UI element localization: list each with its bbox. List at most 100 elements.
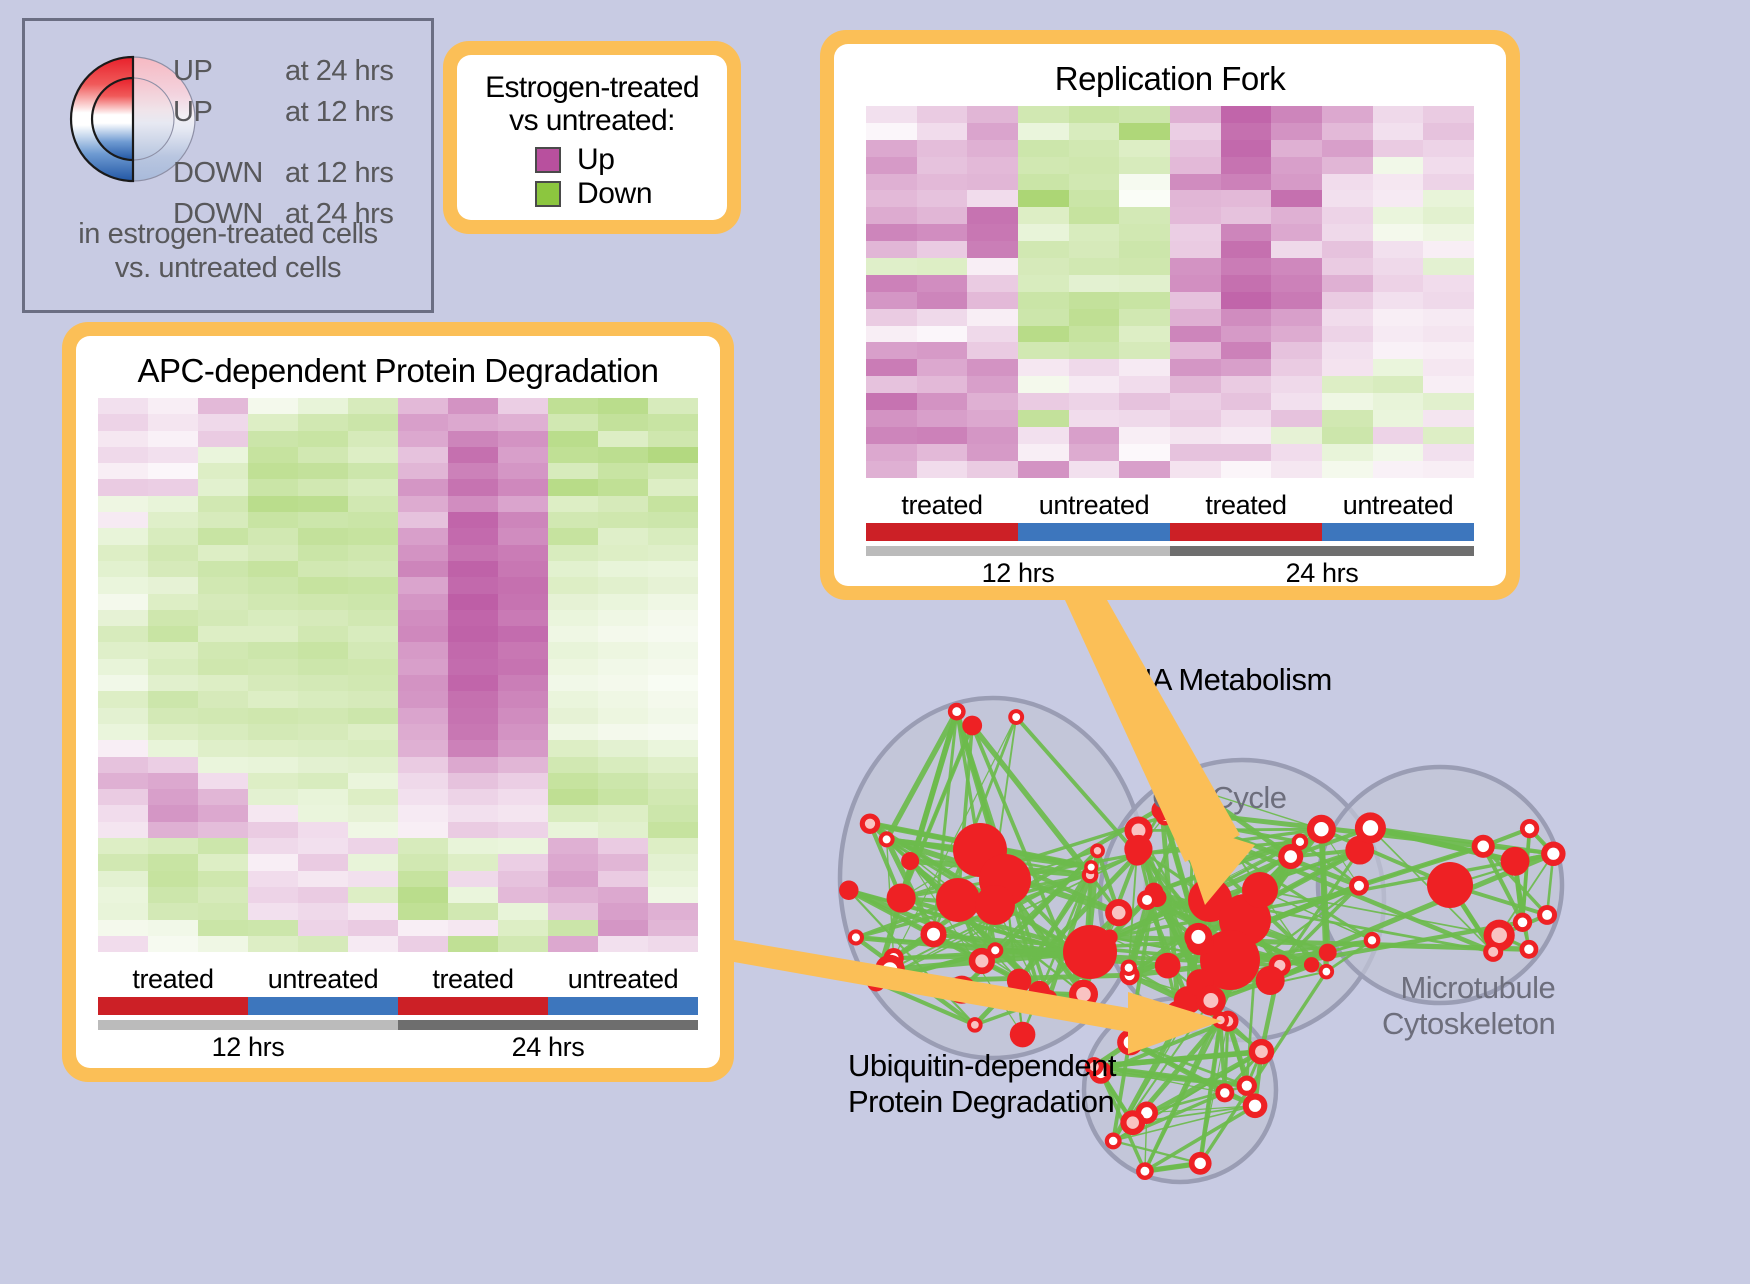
network-node[interactable]: [1427, 862, 1473, 908]
heatmap-cell: [1322, 241, 1373, 258]
heatmap-cell: [967, 224, 1018, 241]
network-node[interactable]: [1472, 835, 1495, 858]
network-node[interactable]: [1120, 1110, 1145, 1135]
network-node[interactable]: [975, 885, 1015, 925]
network-node[interactable]: [1292, 834, 1309, 851]
network-node[interactable]: [1069, 980, 1098, 1009]
network-node[interactable]: [1212, 1012, 1229, 1029]
network-node[interactable]: [1010, 1022, 1036, 1048]
heatmap-cell: [648, 659, 698, 675]
network-node[interactable]: [969, 948, 995, 974]
network-node[interactable]: [1040, 990, 1057, 1007]
heatmap-cell: [598, 757, 648, 773]
network-node[interactable]: [887, 884, 916, 913]
heatmap-cell: [1423, 106, 1474, 123]
network-node[interactable]: [875, 955, 905, 985]
network-node[interactable]: [1136, 1162, 1154, 1180]
color-bar-segment: [98, 997, 248, 1015]
heatmap-cell: [448, 822, 498, 838]
heatmap-cell: [498, 854, 548, 870]
network-node[interactable]: [1007, 969, 1031, 993]
network-node[interactable]: [1155, 953, 1181, 979]
network-node[interactable]: [1105, 1132, 1122, 1149]
network-node[interactable]: [948, 703, 966, 721]
heatmap-cell: [498, 838, 548, 854]
network-node[interactable]: [1355, 812, 1386, 843]
network-node[interactable]: [839, 881, 858, 900]
heatmap-cell: [1221, 326, 1272, 343]
network-node[interactable]: [936, 878, 980, 922]
heatmap-cell: [398, 936, 448, 952]
heatmap-cell: [1271, 427, 1322, 444]
network-node[interactable]: [1513, 913, 1532, 932]
heatmap-cell: [248, 561, 298, 577]
legend-item-down: Down: [535, 177, 717, 211]
network-node[interactable]: [1243, 1093, 1268, 1118]
network-node[interactable]: [1008, 709, 1024, 725]
color-bar-segment: [98, 1020, 398, 1030]
network-node[interactable]: [1090, 843, 1105, 858]
heatmap-cell: [98, 871, 148, 887]
network-node[interactable]: [1117, 1029, 1143, 1055]
heatmap-cell: [248, 675, 298, 691]
network-node[interactable]: [848, 929, 864, 945]
heatmap-cell: [648, 854, 698, 870]
network-node[interactable]: [1084, 860, 1098, 874]
heatmap-cell: [648, 577, 698, 593]
network-node[interactable]: [1519, 940, 1538, 959]
network-node[interactable]: [1520, 819, 1539, 838]
network-node[interactable]: [1124, 835, 1152, 863]
network-node[interactable]: [1364, 932, 1381, 949]
network-node[interactable]: [1105, 899, 1132, 926]
network-node[interactable]: [1501, 847, 1530, 876]
heatmap-cell: [498, 398, 548, 414]
network-node[interactable]: [1063, 925, 1117, 979]
network-node[interactable]: [1184, 923, 1212, 951]
network-node[interactable]: [1120, 959, 1137, 976]
network-node[interactable]: [1541, 842, 1565, 866]
network-node[interactable]: [1242, 872, 1278, 908]
network-node[interactable]: [1537, 905, 1557, 925]
network-node[interactable]: [1196, 986, 1226, 1016]
network-node[interactable]: [860, 813, 881, 834]
heatmap-cell: [598, 463, 648, 479]
heatmap-cell: [1221, 427, 1272, 444]
network-node[interactable]: [920, 921, 946, 947]
network-node[interactable]: [1304, 957, 1319, 972]
network-node[interactable]: [1237, 1076, 1257, 1096]
heatmap-cell: [348, 659, 398, 675]
network-node[interactable]: [1307, 815, 1336, 844]
heatmap-cell: [1018, 376, 1069, 393]
network-node[interactable]: [1483, 942, 1503, 962]
heatmap-cell: [1271, 292, 1322, 309]
heatmap-cell: [148, 496, 198, 512]
network-node[interactable]: [1256, 966, 1285, 995]
heatmap-cell: [298, 496, 348, 512]
network-node[interactable]: [1249, 1039, 1275, 1065]
heatmap-cell: [1373, 427, 1424, 444]
heatmap-cell: [248, 740, 298, 756]
heatmap-cell: [198, 594, 248, 610]
heatmap-cell: [917, 258, 968, 275]
heatmap-cell: [148, 463, 198, 479]
network-node[interactable]: [1319, 944, 1337, 962]
heatmap-cell: [1069, 207, 1120, 224]
network-node[interactable]: [948, 976, 976, 1004]
network-node[interactable]: [962, 716, 982, 736]
network-node[interactable]: [1349, 876, 1369, 896]
heatmap-cell: [1170, 157, 1221, 174]
network-node[interactable]: [901, 852, 919, 870]
heatmap-cell: [198, 708, 248, 724]
network-node[interactable]: [1137, 890, 1157, 910]
heatmap-cell: [1170, 106, 1221, 123]
heatmap-cell: [1423, 376, 1474, 393]
color-key-footer: in estrogen-treated cells vs. untreated …: [25, 217, 431, 285]
heatmap-cell: [348, 675, 398, 691]
heatmap-cell: [1221, 207, 1272, 224]
network-node[interactable]: [967, 1017, 982, 1032]
network-node[interactable]: [1189, 1152, 1212, 1175]
network-node[interactable]: [879, 831, 895, 847]
network-node[interactable]: [1319, 964, 1334, 979]
heatmap-cell: [548, 757, 598, 773]
network-node[interactable]: [1215, 1083, 1234, 1102]
